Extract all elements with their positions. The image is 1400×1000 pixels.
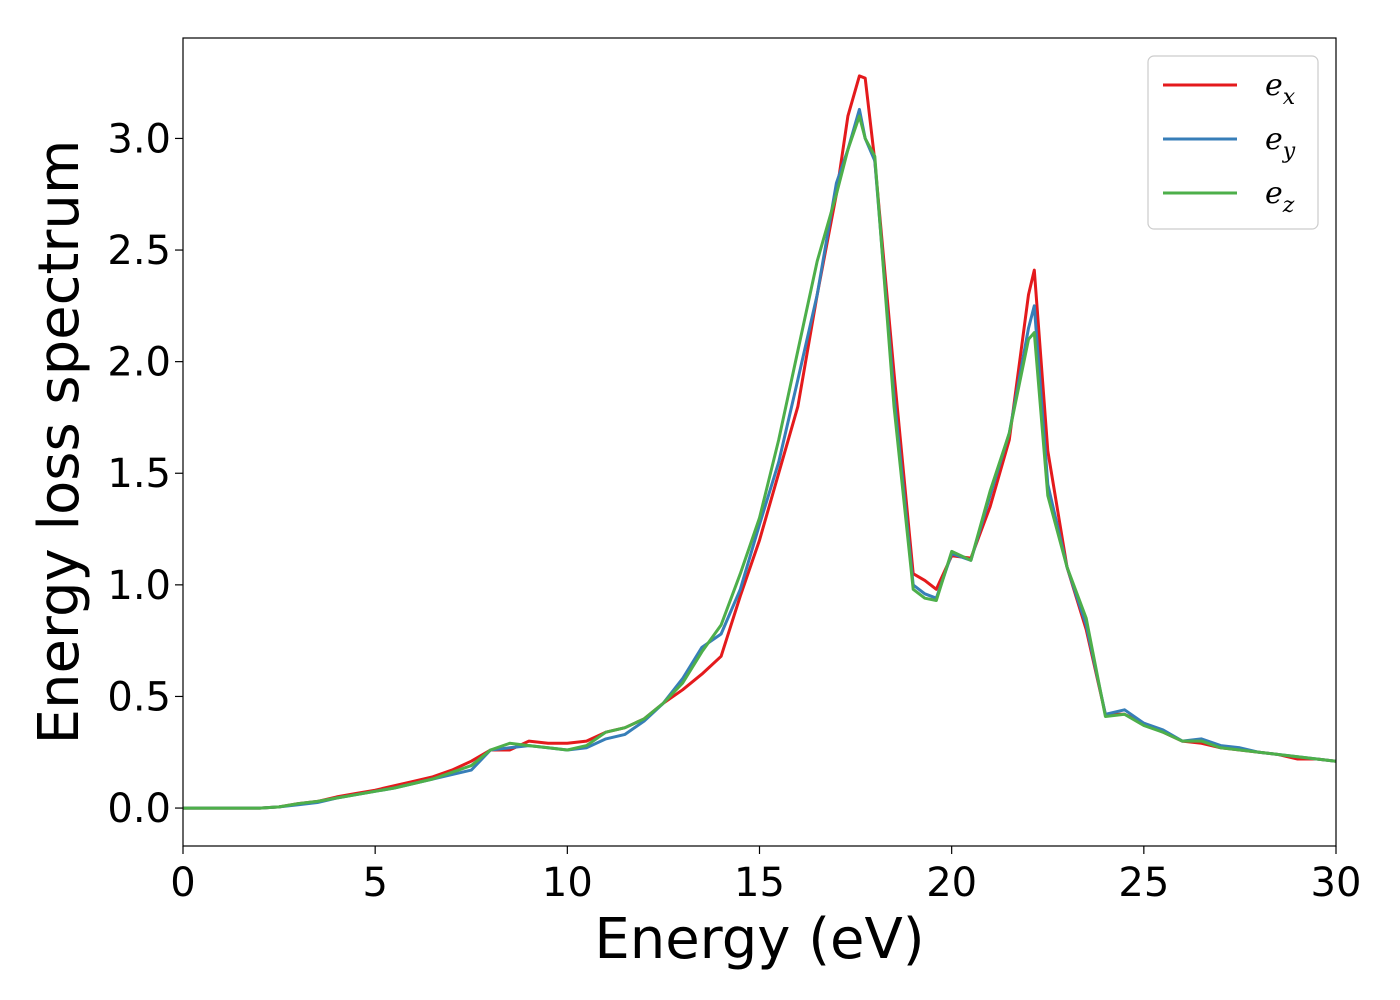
y-tick-label: 2.5 — [107, 228, 171, 274]
y-tick-label: 1.5 — [107, 451, 171, 497]
plot-area — [183, 74, 1336, 810]
legend-label: ez — [1265, 176, 1295, 218]
legend-label: ex — [1265, 68, 1296, 110]
y-tick-label: 0.5 — [107, 674, 171, 720]
x-tick-label: 10 — [542, 860, 593, 906]
x-axis-label: Energy (eV) — [594, 907, 924, 972]
y-tick-label: 1.0 — [107, 563, 171, 609]
legend-item-e-y: ey — [1163, 122, 1296, 164]
x-tick-label: 15 — [734, 860, 785, 906]
legend-item-e-z: ez — [1163, 176, 1295, 218]
axis-ticks: 0 5 10 15 20 25 30 0.0 0.5 1.0 1.5 2.0 2.5 3.0 — [107, 116, 1361, 906]
x-tick-label: 20 — [926, 860, 977, 906]
y-tick-label: 0.0 — [107, 786, 171, 832]
legend-item-e-x: ex — [1163, 68, 1296, 110]
series-line-e-z — [183, 114, 1336, 810]
x-tick-label: 0 — [170, 860, 195, 906]
legend-label: ey — [1265, 122, 1296, 164]
y-axis-label: Energy loss spectrum — [27, 140, 92, 745]
x-tick-label: 5 — [362, 860, 387, 906]
x-tick-label: 30 — [1311, 860, 1362, 906]
x-tick-label: 25 — [1118, 860, 1169, 906]
legend: ex ey ez — [1147, 55, 1319, 230]
legend-box — [1147, 55, 1319, 230]
y-tick-label: 2.0 — [107, 340, 171, 386]
y-tick-label: 3.0 — [107, 116, 171, 162]
